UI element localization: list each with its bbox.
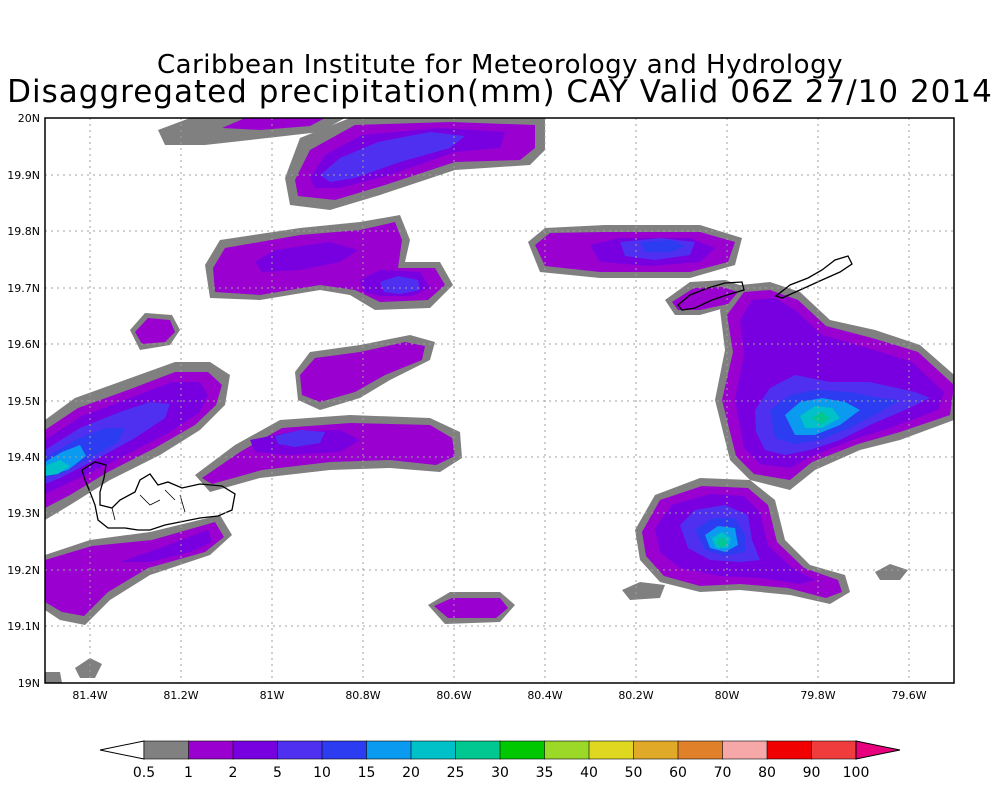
color-bar-label: 5	[273, 765, 282, 781]
color-bar-segment	[410, 740, 457, 760]
color-bar-segment	[588, 740, 635, 760]
lon-label: 81W	[260, 689, 285, 702]
color-bar-segment	[455, 740, 501, 760]
lon-label: 80.4W	[527, 689, 562, 702]
color-bar-segment	[811, 740, 857, 760]
color-bar-label: 40	[580, 765, 598, 781]
lon-label: 80.2W	[618, 689, 653, 702]
color-bar-label: 25	[447, 765, 465, 781]
lat-label: 19.4N	[7, 451, 40, 464]
precip-band-25	[716, 412, 830, 548]
lat-label: 19.8N	[7, 225, 40, 238]
color-bar-label: 15	[358, 765, 376, 781]
color-bar-segment	[677, 740, 724, 760]
lon-label: 79.6W	[891, 689, 926, 702]
color-bar-labels: 0.5 1 2 5 10 15 20 25 30 35 40 50 60 70 80 90 100	[133, 765, 870, 781]
precipitation-color-bar	[99, 740, 901, 760]
lat-label: 19.6N	[7, 338, 40, 351]
little-cayman-outline	[677, 281, 745, 311]
color-bar-segment	[766, 740, 813, 760]
color-bar-segment	[633, 740, 679, 760]
color-bar-label: 50	[625, 765, 643, 781]
precip-band-2	[45, 128, 944, 584]
precipitation-field	[45, 118, 954, 683]
color-bar-label: 35	[536, 765, 554, 781]
lat-label: 19.9N	[7, 169, 40, 182]
map-frame	[44, 117, 955, 684]
title-product: Disaggregated precipitation(mm) CAY Vali…	[7, 74, 993, 110]
color-bar-segment	[143, 740, 190, 760]
color-bar-label: 0.5	[133, 765, 155, 781]
color-bar-segment	[366, 740, 412, 760]
lat-label: 19.2N	[7, 564, 40, 577]
color-bar-label: 70	[714, 765, 732, 781]
color-bar-label: 1	[184, 765, 193, 781]
color-bar-label: 10	[313, 765, 331, 781]
color-bar-label: 100	[843, 765, 870, 781]
color-bar-segment	[277, 740, 323, 760]
lat-label: 19.7N	[7, 282, 40, 295]
lat-label: 19.5N	[7, 395, 40, 408]
lat-axis-labels: 19N 19.1N 19.2N 19.3N 19.4N 19.5N 19.6N …	[7, 112, 40, 690]
color-bar-label: 90	[803, 765, 821, 781]
lat-label: 19.1N	[7, 620, 40, 633]
color-bar-label: 80	[758, 765, 776, 781]
color-bar-label: 2	[229, 765, 238, 781]
color-bar-high-cap	[855, 740, 901, 760]
lat-label: 19N	[18, 677, 40, 690]
lon-label: 80W	[715, 689, 740, 702]
color-bar-segment	[232, 740, 279, 760]
lon-label: 80.6W	[436, 689, 471, 702]
color-bar-segment	[499, 740, 546, 760]
color-bar-segment	[188, 740, 234, 760]
lon-label: 80.8W	[345, 689, 380, 702]
color-bar-label: 20	[402, 765, 420, 781]
color-bar-segment	[321, 740, 368, 760]
title-institute: Caribbean Institute for Meteorology and …	[157, 50, 843, 80]
color-bar-segment	[722, 740, 768, 760]
lat-label: 20N	[18, 112, 40, 125]
lat-label: 19.3N	[7, 507, 40, 520]
map-gridlines	[45, 118, 954, 683]
lon-label: 81.4W	[72, 689, 107, 702]
lon-axis-labels: 81.4W 81.2W 81W 80.8W 80.6W 80.4W 80.2W …	[72, 689, 926, 702]
color-bar-low-cap	[99, 740, 145, 760]
grand-cayman-outline	[81, 461, 236, 531]
color-bar-label: 30	[491, 765, 509, 781]
color-bar-segment	[544, 740, 590, 760]
cayman-brac-outline	[774, 255, 853, 299]
lon-label: 81.2W	[163, 689, 198, 702]
lon-label: 79.8W	[800, 689, 835, 702]
island-outlines	[81, 255, 853, 531]
color-bar-label: 60	[669, 765, 687, 781]
